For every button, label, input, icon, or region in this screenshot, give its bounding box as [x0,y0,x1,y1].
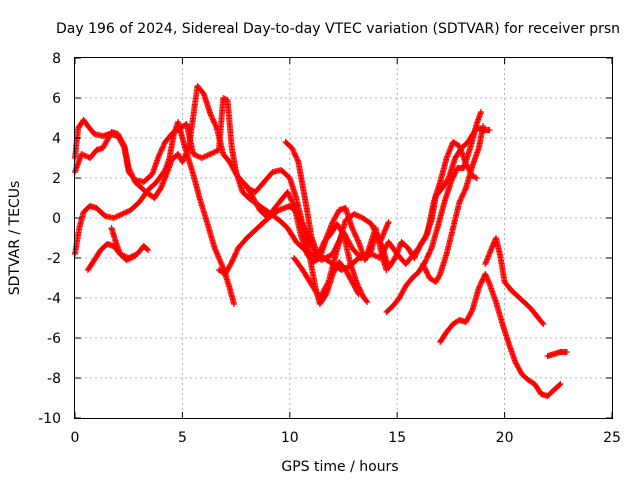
y-tick-label: 6 [52,91,61,107]
series-track-10 [383,109,484,315]
x-tick-label: 0 [71,430,80,446]
y-tick-label: -10 [38,411,61,427]
x-tick-label: 25 [603,430,621,446]
series-markers [482,235,547,327]
series-markers [544,349,570,359]
x-tick-label: 10 [281,430,299,446]
series-track-11 [419,123,487,285]
chart-title: Day 196 of 2024, Sidereal Day-to-day VTE… [56,21,620,37]
series-markers [291,211,392,301]
y-tick-label: -6 [47,331,61,347]
series-track-13 [482,235,547,327]
series-markers [383,109,484,315]
y-tick-label: -4 [47,291,61,307]
series-markers [108,225,139,263]
y-tick-label: 2 [52,171,61,187]
series-track-8 [282,139,371,305]
y-tick-label: -8 [47,371,61,387]
grid [75,58,612,418]
y-tick-label: -2 [47,251,61,267]
plot-frame [74,57,613,419]
series-track-5 [108,225,139,263]
x-axis-label: GPS time / hours [281,459,398,475]
series-markers [437,271,564,399]
series-track-14 [544,349,570,359]
series-markers [282,139,371,305]
series-markers [419,123,487,285]
series-markers [72,83,480,271]
y-axis-label: SDTVAR / TECUs [7,181,23,296]
y-tick-label: 0 [52,211,61,227]
y-tick-label: 8 [52,51,61,67]
x-tick-label: 20 [496,430,514,446]
x-tick-label: 15 [388,430,406,446]
series-track-12 [437,271,564,399]
series-track-2 [72,83,480,271]
y-tick-label: 4 [52,131,61,147]
axis-ticks: 0 5 10 15 20 25 -10 -8 -6 -4 -2 0 2 4 6 8 [38,51,621,446]
data-marks [72,83,570,399]
series-track-9 [291,211,392,301]
x-tick-label: 5 [178,430,187,446]
